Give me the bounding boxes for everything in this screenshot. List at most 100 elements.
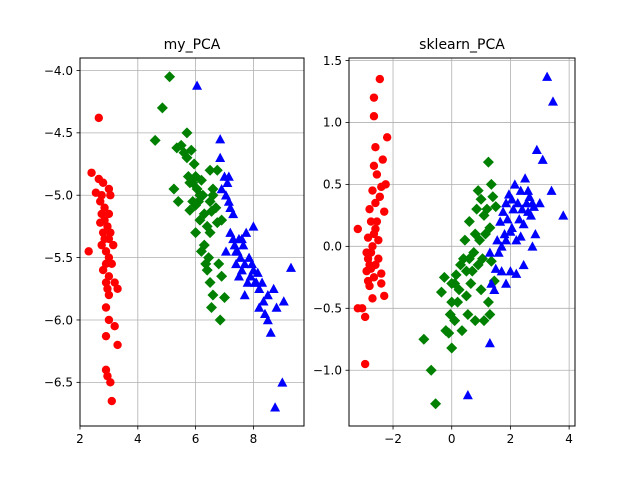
virginica-point xyxy=(236,233,247,244)
versicolor-point xyxy=(204,277,216,289)
y-tick-label: −6.0 xyxy=(44,313,73,327)
versicolor-point xyxy=(474,234,486,246)
virginica-point xyxy=(498,206,509,216)
setosa-point xyxy=(382,133,392,142)
versicolor-point xyxy=(463,216,475,228)
x-tick-label: 2 xyxy=(76,432,84,446)
setosa-point xyxy=(369,93,379,102)
virginica-point xyxy=(462,390,473,400)
setosa-point xyxy=(104,315,114,325)
y-tick-label: −5.0 xyxy=(44,189,73,203)
virginica-point xyxy=(484,337,495,348)
virginica-point xyxy=(502,214,513,224)
versicolor-point xyxy=(190,199,202,211)
setosa-point xyxy=(103,222,112,231)
setosa-point xyxy=(372,217,382,226)
versicolor-point xyxy=(195,174,207,186)
virginica-point xyxy=(271,302,282,312)
versicolor-point xyxy=(482,296,494,308)
versicolor-point xyxy=(204,227,216,239)
setosa-point xyxy=(97,191,106,200)
versicolor-point xyxy=(206,301,218,313)
versicolor-point xyxy=(181,152,193,164)
chart-title: my_PCA xyxy=(164,37,221,53)
virginica-point xyxy=(486,278,497,288)
virginica-point xyxy=(285,262,296,272)
setosa-point xyxy=(380,207,389,216)
virginica-point xyxy=(248,221,259,231)
virginica-point xyxy=(496,241,507,251)
virginica-point xyxy=(512,197,523,208)
virginica-point xyxy=(220,246,231,256)
versicolor-point xyxy=(207,183,219,195)
y-tick-label: −0.5 xyxy=(313,302,342,316)
virginica-point xyxy=(530,228,541,239)
virginica-point xyxy=(228,208,239,219)
setosa-point xyxy=(98,265,108,275)
versicolor-point xyxy=(450,269,462,281)
versicolor-point xyxy=(172,195,184,207)
virginica-point xyxy=(511,268,522,278)
versicolor-point xyxy=(168,183,180,195)
versicolor-point xyxy=(481,203,493,215)
versicolor-point xyxy=(482,156,494,168)
versicolor-point xyxy=(211,164,223,176)
virginica-point xyxy=(225,202,236,212)
virginica-point xyxy=(547,96,558,106)
setosa-point xyxy=(104,253,114,262)
setosa-point xyxy=(100,215,109,225)
x-tick-label: 2 xyxy=(507,432,515,446)
virginica-point xyxy=(499,228,510,239)
versicolor-point xyxy=(487,191,499,203)
setosa-point xyxy=(371,143,380,152)
setosa-point xyxy=(365,204,374,214)
virginica-point xyxy=(505,226,516,236)
virginica-point xyxy=(241,227,252,237)
virginica-point xyxy=(238,240,249,250)
versicolor-point xyxy=(465,278,477,290)
virginica-point xyxy=(239,258,250,269)
setosa-point xyxy=(106,378,115,387)
versicolor-point xyxy=(477,253,489,265)
versicolor-point xyxy=(471,203,483,215)
x-tick-label: 8 xyxy=(250,432,258,446)
virginica-point xyxy=(537,154,548,164)
virginica-point xyxy=(492,235,503,245)
setosa-point xyxy=(380,291,389,301)
versicolor-point xyxy=(164,71,176,83)
versicolor-point xyxy=(185,144,197,156)
versicolor-point xyxy=(475,193,487,205)
versicolor-point xyxy=(478,315,490,327)
virginica-point xyxy=(495,216,506,226)
versicolor-point xyxy=(203,252,215,264)
virginica-point xyxy=(489,284,500,294)
setosa-point xyxy=(358,304,367,313)
virginica-point xyxy=(501,197,512,208)
virginica-point xyxy=(254,283,265,294)
virginica-point xyxy=(262,290,273,300)
virginica-point xyxy=(493,247,504,257)
virginica-point xyxy=(506,194,517,204)
versicolor-point xyxy=(468,247,480,259)
versicolor-point xyxy=(457,253,469,265)
virginica-point xyxy=(231,246,242,256)
versicolor-point xyxy=(472,185,484,197)
setosa-point xyxy=(375,74,385,84)
setosa-point xyxy=(366,217,376,226)
setosa-point xyxy=(101,259,111,269)
x-tick-label: 6 xyxy=(192,432,200,446)
setosa-point xyxy=(100,203,109,212)
versicolor-point xyxy=(418,333,430,345)
virginica-point xyxy=(558,210,569,220)
setosa-point xyxy=(110,322,119,331)
setosa-point xyxy=(104,209,114,219)
versicolor-point xyxy=(213,258,225,270)
virginica-point xyxy=(245,271,256,281)
virginica-point xyxy=(520,173,531,183)
setosa-point xyxy=(375,192,385,201)
virginica-point xyxy=(268,283,279,294)
virginica-point xyxy=(220,190,231,200)
virginica-point xyxy=(249,277,260,287)
